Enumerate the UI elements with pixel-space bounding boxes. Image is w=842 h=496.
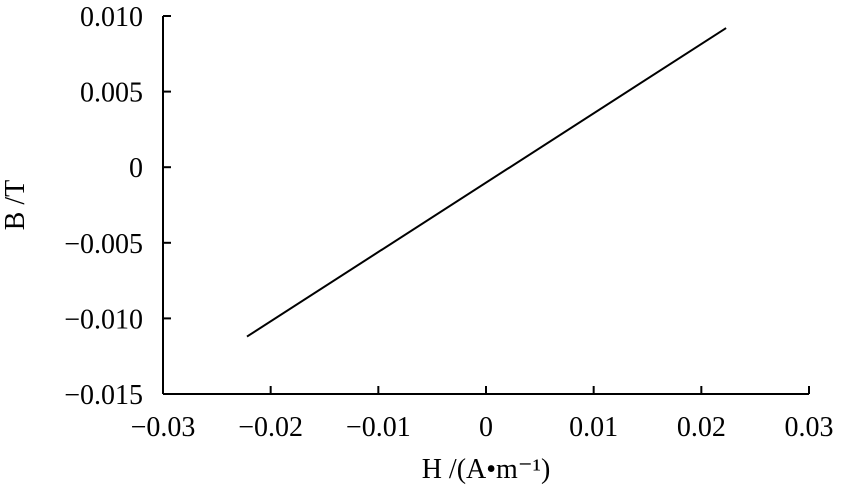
x-tick-label: 0.03: [785, 412, 834, 443]
y-tick-label: 0: [129, 153, 143, 184]
data-line: [246, 27, 727, 338]
y-tick-label: −0.010: [64, 304, 143, 335]
x-tick-label: −0.01: [346, 412, 411, 443]
x-tick-label: 0.02: [677, 412, 726, 443]
y-axis-label: B /T: [0, 180, 31, 231]
y-tick-label: 0.010: [80, 2, 143, 33]
x-axis-label: H /(A•m⁻¹): [422, 454, 551, 485]
x-tick-label: −0.02: [238, 412, 303, 443]
y-tick-label: 0.005: [80, 78, 143, 109]
x-tick-label: 0.01: [569, 412, 618, 443]
y-tick-label: −0.015: [64, 380, 143, 411]
x-tick-label: −0.03: [131, 412, 196, 443]
x-tick-label: 0: [479, 412, 493, 443]
y-tick-label: −0.005: [64, 229, 143, 260]
